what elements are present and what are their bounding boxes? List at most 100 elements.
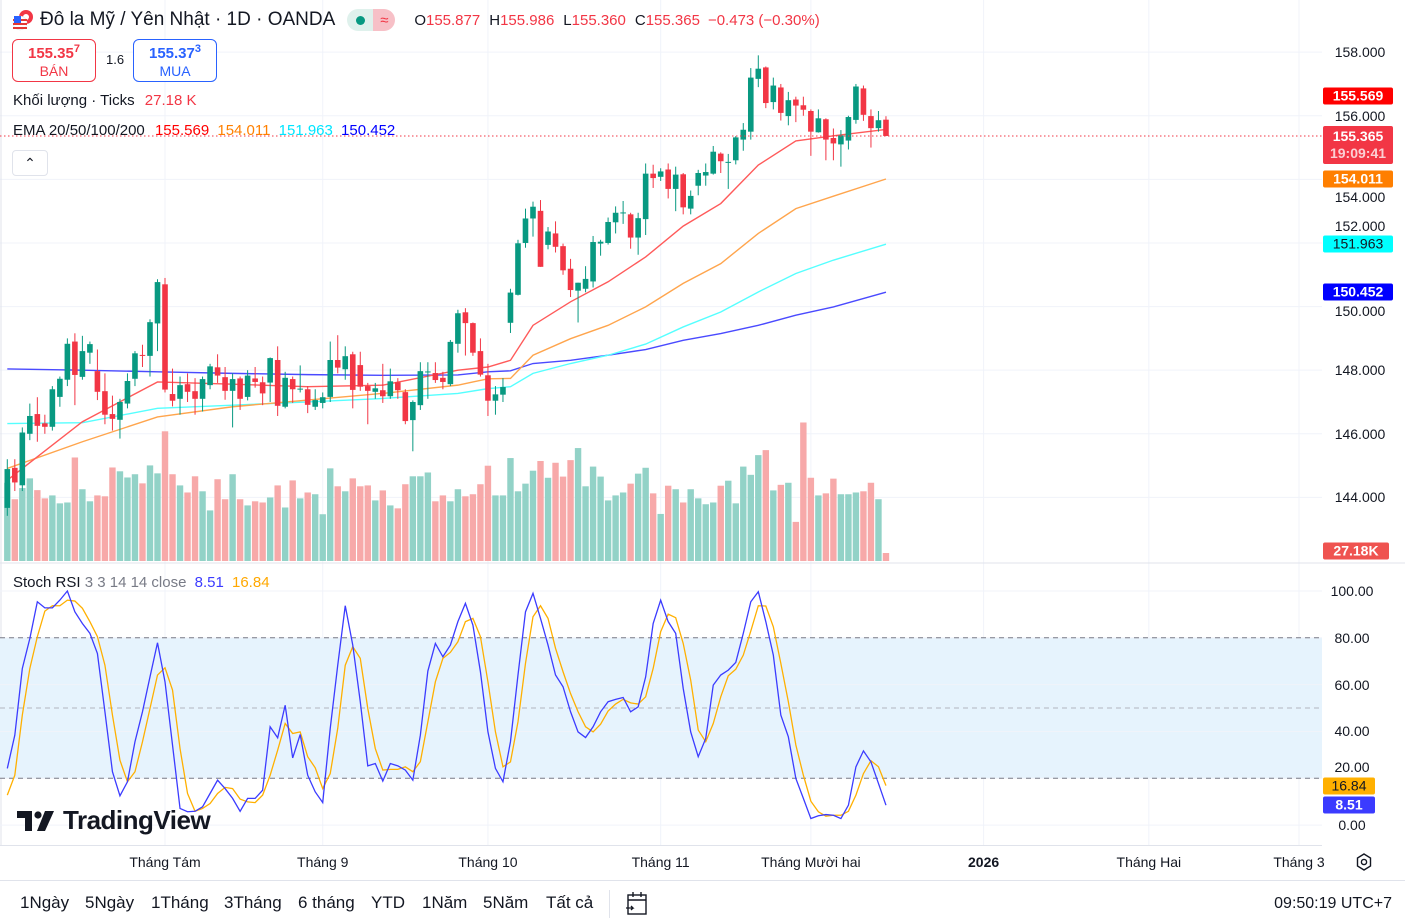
volume-bar <box>499 495 507 561</box>
range-button[interactable]: 1Năm <box>422 893 468 912</box>
sell-button[interactable]: 155.357 BÁN <box>12 39 96 82</box>
range-button[interactable]: 3Tháng <box>224 893 282 912</box>
volume-bar <box>41 498 49 561</box>
range-button[interactable]: YTD <box>371 893 405 912</box>
candle-body <box>447 341 454 385</box>
candle-body <box>485 375 491 401</box>
buy-label: MUA <box>159 63 191 79</box>
volume-bar <box>544 477 552 561</box>
range-button[interactable]: 5Ngày <box>85 893 135 912</box>
chart-canvas[interactable] <box>0 0 1405 880</box>
candle-body <box>207 366 213 386</box>
volume-bar <box>169 474 176 561</box>
stoch-legend-params: 3 3 14 14 close <box>84 574 187 591</box>
candle-body <box>695 173 702 186</box>
candle-body <box>372 388 379 392</box>
price-axis-tick: 156.000 <box>1334 107 1386 124</box>
range-button[interactable]: 1Tháng <box>151 893 209 912</box>
volume-bar <box>822 493 830 561</box>
price-axis-tick: 144.000 <box>1334 489 1386 506</box>
toolbar-divider <box>609 890 610 918</box>
ema-legend[interactable]: EMA 20/50/100/200 155.569 154.011 151.96… <box>13 122 395 139</box>
volume-bar <box>387 505 394 561</box>
gear-icon[interactable] <box>1354 852 1374 872</box>
candle-body <box>357 365 364 387</box>
ema-20-line <box>6 128 887 481</box>
volume-bar <box>777 484 785 561</box>
volume-bar <box>702 504 709 561</box>
price-axis-tick: 146.000 <box>1334 425 1386 442</box>
candle-body <box>815 118 822 133</box>
tradingview-wordmark: TradingView <box>63 805 211 835</box>
buy-price: 155.37 <box>148 45 195 62</box>
candle-body <box>883 119 889 136</box>
candle <box>763 66 769 109</box>
volume-price-label: 27.18K <box>1323 542 1389 560</box>
range-button[interactable]: Tất cả <box>546 893 594 912</box>
volume-bar <box>56 503 64 561</box>
volume-bar <box>394 508 402 561</box>
candle <box>349 351 356 409</box>
volume-bar <box>649 493 657 561</box>
collapse-legend-button[interactable]: ⌃ <box>12 150 48 176</box>
market-status-badge[interactable]: ≈ <box>347 9 396 31</box>
candle <box>702 163 709 186</box>
buy-price-pip: 3 <box>194 43 201 55</box>
candle <box>162 277 168 393</box>
candle-body <box>590 242 596 282</box>
candle-body <box>304 389 311 405</box>
candle <box>139 344 146 368</box>
candle <box>470 322 476 356</box>
range-button[interactable]: 1Ngày <box>20 893 70 912</box>
candle <box>4 459 11 516</box>
buy-button[interactable]: 155.373 MUA <box>133 39 217 82</box>
volume-bar <box>807 477 815 561</box>
volume-bar <box>327 468 334 561</box>
candle-body <box>237 378 243 399</box>
candle-body <box>214 367 221 376</box>
volume-legend[interactable]: Khối lượng · Ticks 27.18 K <box>13 92 196 109</box>
candle-body <box>342 356 349 370</box>
candle <box>410 400 416 452</box>
stoch-rsi-legend[interactable]: Stoch RSI 3 3 14 14 close 8.51 16.84 <box>13 574 270 591</box>
volume-bar <box>146 465 154 561</box>
candle <box>537 200 544 267</box>
volume-bar <box>319 514 326 561</box>
candle-body <box>177 385 183 399</box>
symbol-title[interactable]: Đô la Mỹ / Yên Nhật · 1D · OANDA <box>40 9 336 30</box>
candle <box>755 55 762 88</box>
time-axis-label: 2026 <box>968 854 1000 870</box>
candle-body <box>665 169 671 189</box>
volume-bar <box>447 501 454 561</box>
volume-bar <box>454 489 462 561</box>
range-button[interactable]: 5Năm <box>483 893 529 912</box>
calendar-goto-icon[interactable] <box>625 891 649 917</box>
candle-body <box>507 292 514 323</box>
range-button[interactable]: 6 tháng <box>298 893 355 912</box>
volume-bar <box>244 505 251 561</box>
candle-body <box>364 386 371 391</box>
candle <box>124 373 131 409</box>
volume-bar <box>484 465 492 561</box>
change-value: −0.473 (−0.30%) <box>707 11 820 29</box>
candle-body <box>87 344 93 353</box>
candle <box>717 152 724 174</box>
candle-body <box>657 171 664 177</box>
stoch-k-value: 8.51 <box>194 574 224 591</box>
clock-timezone[interactable]: 09:50:19 UTC+7 <box>1274 895 1392 912</box>
volume-bar <box>567 460 574 561</box>
volume-bar <box>514 491 522 561</box>
candle <box>282 371 288 409</box>
candle-body <box>432 373 439 381</box>
candle-body <box>740 129 747 140</box>
candle <box>620 200 626 224</box>
volume-bar <box>372 500 379 561</box>
candle <box>530 201 536 237</box>
volume-bar <box>109 467 116 561</box>
volume-bar <box>792 521 800 561</box>
candle <box>297 365 303 393</box>
volume-bar <box>695 498 702 561</box>
volume-bar <box>559 476 567 561</box>
tradingview-logo[interactable]: TradingView <box>17 805 211 836</box>
candle <box>545 227 551 250</box>
